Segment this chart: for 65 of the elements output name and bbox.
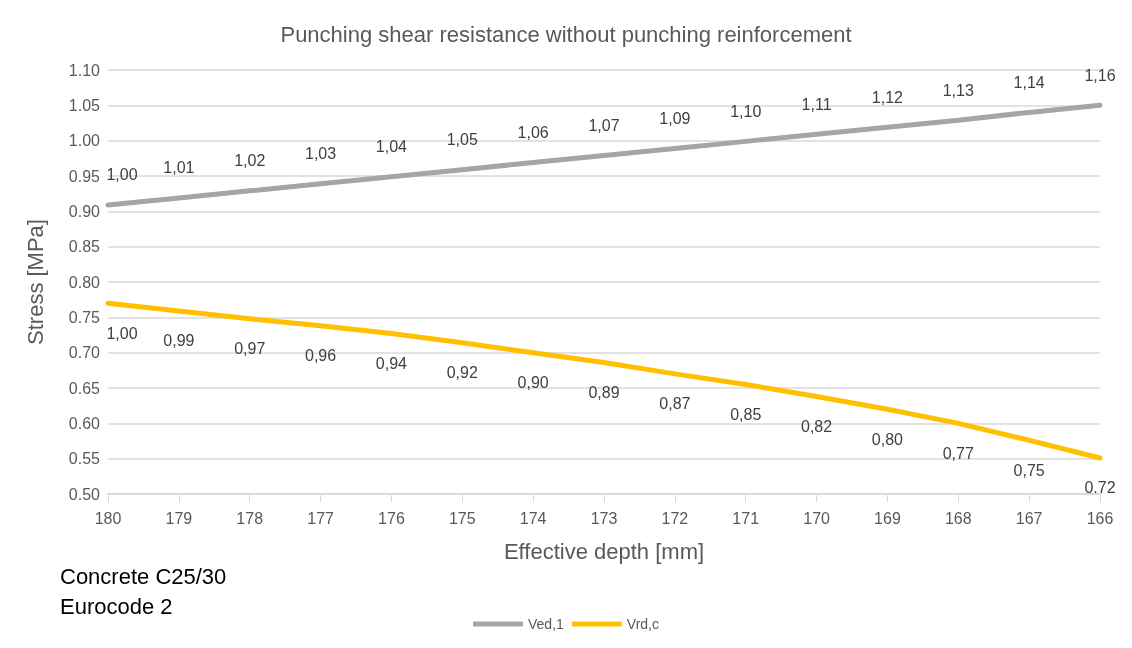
annotation: 0,85 xyxy=(730,405,762,423)
text: Eurocode 2 xyxy=(60,593,173,619)
annotation: 0,94 xyxy=(375,355,408,373)
y-tick-label: 0.90 xyxy=(68,202,101,220)
annotation: 0,82 xyxy=(801,417,833,435)
x-tick-label: 171 xyxy=(732,509,760,527)
annotation: 1,09 xyxy=(659,109,691,127)
x-tick-label: 166 xyxy=(1086,509,1114,527)
x-tick-label: 179 xyxy=(165,509,193,527)
annotation: 0,75 xyxy=(1013,461,1045,479)
x-tick-label: 175 xyxy=(448,509,476,527)
x-tick-label: 176 xyxy=(378,509,405,527)
x-tick-label: 169 xyxy=(874,509,901,527)
annotation: 0,87 xyxy=(659,395,691,413)
y-tick-label: 0.60 xyxy=(68,414,101,432)
y-tick-label: 0.85 xyxy=(68,238,101,256)
y-tick-label: 1.10 xyxy=(68,61,101,79)
annotation: 0,99 xyxy=(163,332,195,350)
y-tick-label: 1.05 xyxy=(68,96,101,114)
y-tick-label: 0.80 xyxy=(68,273,101,291)
y-tick-label: 0.50 xyxy=(68,485,101,503)
text: Concrete C25/30 xyxy=(60,563,227,589)
y-tick-label: 0.70 xyxy=(68,344,101,362)
y-tick-label: 0.55 xyxy=(68,450,101,468)
x-tick-label: 177 xyxy=(307,509,335,527)
annotation: 0,72 xyxy=(1084,479,1116,497)
annotation: 1,00 xyxy=(106,324,138,342)
annotation: 1,12 xyxy=(871,88,904,106)
x-tick-label: 180 xyxy=(94,509,122,527)
annotation: 1,01 xyxy=(163,159,195,177)
annotation: 1,00 xyxy=(106,166,138,184)
x-tick-label: 174 xyxy=(519,509,547,527)
x-tick-label: 172 xyxy=(661,509,689,527)
annotation: 0,97 xyxy=(234,340,266,358)
x-tick-label: 170 xyxy=(803,509,831,527)
y-tick-label: 1.00 xyxy=(68,132,101,150)
annotation: 0,80 xyxy=(871,430,904,448)
annotation: 1,06 xyxy=(517,124,549,142)
annotation: 1,13 xyxy=(942,81,974,99)
annotation: 1,02 xyxy=(234,152,266,170)
annotation: 1,07 xyxy=(588,117,620,135)
annotation: 1,04 xyxy=(375,138,408,156)
x-axis-title: Effective depth [mm] xyxy=(503,538,705,564)
annotation: 0,92 xyxy=(446,364,478,382)
annotation: 0,89 xyxy=(588,384,620,402)
annotation: 0,96 xyxy=(305,347,337,365)
x-tick-label: 168 xyxy=(944,509,972,527)
annotation: 0,77 xyxy=(942,444,974,462)
annotation: 1,11 xyxy=(801,95,832,113)
y-tick-label: 0.95 xyxy=(68,167,101,185)
annotation: 1,05 xyxy=(446,131,478,149)
y-tick-label: 0.75 xyxy=(68,308,101,326)
x-tick-label: 167 xyxy=(1015,509,1043,527)
y-tick-label: 0.65 xyxy=(68,379,101,397)
annotation: 0,90 xyxy=(517,374,549,392)
annotation: 1,16 xyxy=(1084,66,1116,84)
annotation: 1,14 xyxy=(1013,73,1045,91)
annotation: 1,10 xyxy=(730,102,762,120)
y-axis-title: Stress [MPa] xyxy=(22,219,48,345)
chart-title: Punching shear resistance without punching reinforcement xyxy=(280,21,852,47)
x-tick-label: 173 xyxy=(590,509,618,527)
annotation: 1,03 xyxy=(305,145,337,163)
legend-label: Ved,1 xyxy=(528,616,565,632)
legend-label: Vrd,c xyxy=(626,616,659,632)
x-tick-label: 178 xyxy=(236,509,264,527)
